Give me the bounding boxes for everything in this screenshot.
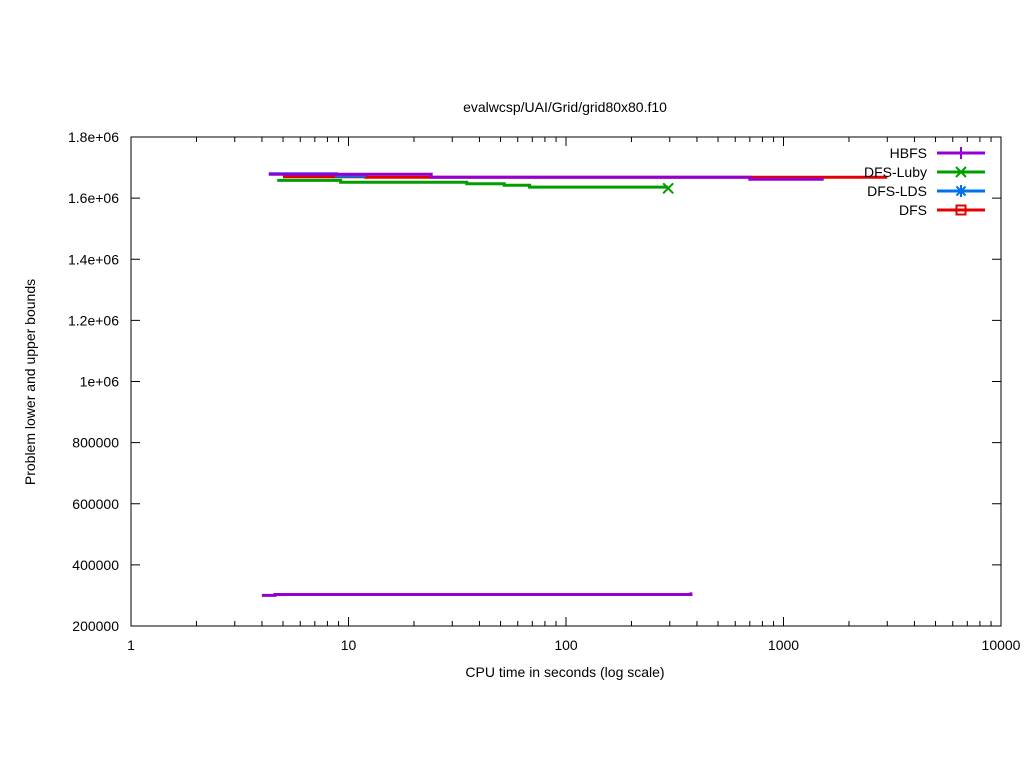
legend-marker: [955, 166, 967, 178]
x-tick-label: 10000: [982, 637, 1021, 653]
series-line-hbfs-1: [261, 592, 693, 597]
legend-label: HBFS: [890, 145, 927, 161]
series-line-dfs-luby-0: [277, 178, 669, 189]
chart-title: evalwcsp/UAI/Grid/grid80x80.f10: [463, 99, 667, 115]
y-tick-label: 400000: [72, 557, 119, 573]
y-tick-label: 1.6e+06: [68, 190, 119, 206]
y-tick-label: 1e+06: [80, 374, 120, 390]
y-tick-label: 1.2e+06: [68, 312, 119, 328]
x-tick-label: 10: [341, 637, 357, 653]
series-point-dfs-luby: [662, 182, 674, 195]
series-layer: [261, 172, 888, 597]
legend-label: DFS: [899, 202, 927, 218]
legend-marker: [955, 204, 967, 216]
y-tick-label: 1.4e+06: [68, 251, 119, 267]
series-hbfs: [261, 172, 824, 597]
series-dfs-luby: [277, 178, 674, 195]
axes-layer: 1 10 100 1000 10000 200000 400000 600000 800000 1…: [68, 129, 1021, 653]
legend-marker: [955, 147, 967, 159]
x-axis-label: CPU time in seconds (log scale): [465, 664, 664, 680]
x-tick-label: 1: [127, 637, 135, 653]
series-line-hbfs-0: [268, 172, 824, 181]
legend: HBFS DFS-Luby DFS-LDS DFS: [864, 145, 985, 218]
y-tick-label: 1.8e+06: [68, 129, 119, 145]
y-tick-label: 600000: [72, 496, 119, 512]
y-axis-label: Problem lower and upper bounds: [22, 279, 38, 485]
y-tick-label: 200000: [72, 618, 119, 634]
legend-marker: [955, 185, 967, 197]
x-tick-label: 100: [554, 637, 578, 653]
legend-label: DFS-LDS: [867, 183, 927, 199]
legend-label: DFS-Luby: [864, 164, 927, 180]
x-tick-label: 1000: [768, 637, 799, 653]
y-tick-label: 800000: [72, 435, 119, 451]
